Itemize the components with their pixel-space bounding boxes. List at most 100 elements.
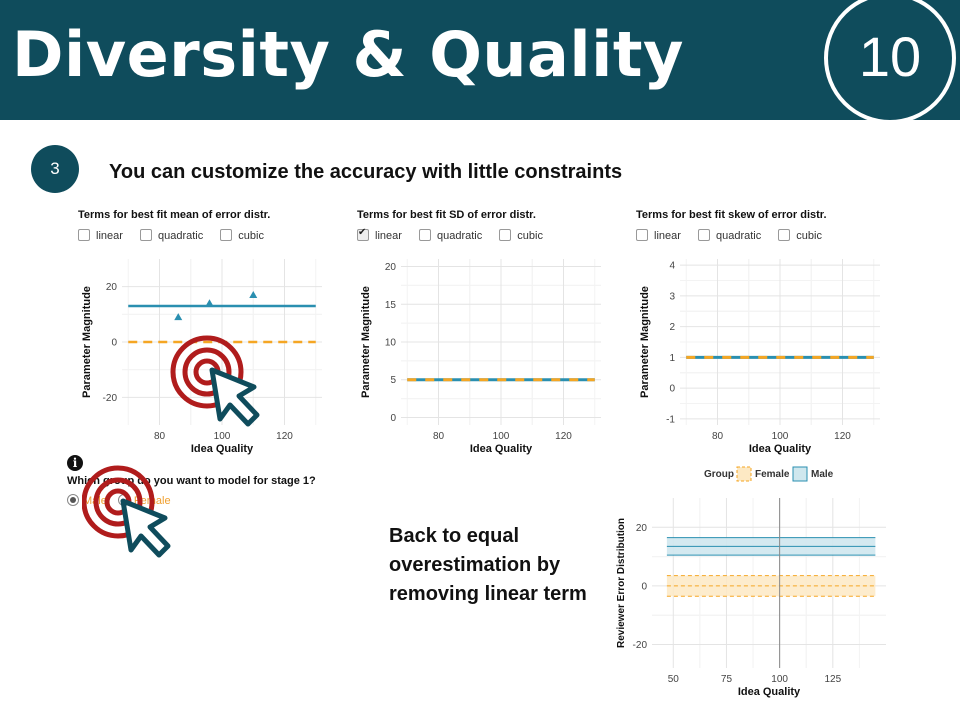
y-axis-label: Parameter Magnitude <box>360 286 372 398</box>
x-tick-label: 100 <box>772 431 789 442</box>
slide-title: Diversity & Quality <box>12 18 684 91</box>
checkbox-label: linear <box>375 230 402 242</box>
legend-label-female: Female <box>755 469 790 480</box>
checkbox-box[interactable] <box>778 229 791 241</box>
y-tick-label: 10 <box>385 338 397 349</box>
panel-title: Terms for best fit mean of error distr. <box>78 209 271 221</box>
explanation-note: Back to equal overestimation by removing… <box>389 525 587 605</box>
checkbox-linear[interactable]: linear <box>636 229 681 242</box>
step-number-badge: 3 <box>31 145 79 193</box>
y-tick-label: 20 <box>106 282 118 293</box>
checkbox-label: quadratic <box>715 230 762 242</box>
y-tick-label: 20 <box>636 523 648 534</box>
legend-swatch-female <box>736 466 752 482</box>
checkbox-box[interactable] <box>697 229 710 241</box>
x-tick-label: 120 <box>834 431 851 442</box>
y-tick-label: 4 <box>669 261 675 272</box>
legend-swatch-male <box>792 466 808 482</box>
pointer-cursor-icon <box>120 498 171 558</box>
chart-error-distribution: Group Female Male 50 75 100 125 20 0 -20 Idea Qual… <box>616 466 886 698</box>
checkbox-linear[interactable]: linear <box>357 227 402 242</box>
panel-title: Terms for best fit SD of error distr. <box>357 209 536 221</box>
checkbox-label: quadratic <box>157 230 204 242</box>
data-point-triangle <box>174 313 183 321</box>
x-axis-label: Idea Quality <box>749 443 812 455</box>
checkbox-label: linear <box>654 230 681 242</box>
checkbox-group: linear quadratic cubic <box>78 229 278 242</box>
y-tick-label: -1 <box>666 414 675 425</box>
checkbox-group: linear quadratic cubic <box>636 229 836 242</box>
data-point-triangle <box>249 290 258 298</box>
x-tick-label: 120 <box>276 431 293 442</box>
y-axis-label: Parameter Magnitude <box>81 286 93 398</box>
x-tick-label: 50 <box>668 674 680 685</box>
target-ring-icon <box>182 347 232 397</box>
checkbox-label: quadratic <box>436 230 483 242</box>
legend-label-male: Male <box>811 469 834 480</box>
y-tick-label: 20 <box>385 262 397 273</box>
click-cursor-overlay-1 <box>170 335 260 427</box>
y-axis-label: Parameter Magnitude <box>639 286 651 398</box>
x-axis-label: Idea Quality <box>738 686 801 698</box>
checkbox-group: linear quadratic cubic <box>357 227 557 242</box>
y-tick-label: 2 <box>669 322 675 333</box>
header-bar: Diversity & Quality 10 <box>0 0 960 124</box>
checkbox-quadratic[interactable]: quadratic <box>418 229 483 242</box>
panel-title: Terms for best fit skew of error distr. <box>636 209 827 221</box>
y-tick-label: -20 <box>633 640 648 651</box>
y-tick-label: 0 <box>390 413 396 424</box>
checkbox-box[interactable] <box>636 229 648 241</box>
chart-mean: 80 100 120 20 0 -20 Idea Quality Parameter Magn… <box>81 259 322 455</box>
checkbox-box[interactable] <box>499 229 512 241</box>
y-tick-label: 5 <box>390 375 396 386</box>
checkbox-label: cubic <box>796 230 822 242</box>
click-cursor-overlay-2 <box>82 465 171 558</box>
checkbox-linear[interactable]: linear <box>78 229 123 242</box>
legend-title: Group <box>704 469 734 480</box>
x-tick-label: 80 <box>433 431 445 442</box>
y-tick-label: 0 <box>669 384 675 395</box>
y-tick-label: 0 <box>641 581 647 592</box>
checkbox-box-checked[interactable] <box>357 227 369 241</box>
data-point-triangle <box>205 299 214 307</box>
checkbox-label: linear <box>96 230 123 242</box>
y-tick-label: -20 <box>103 393 118 404</box>
step-text: You can customize the accuracy with litt… <box>109 161 623 183</box>
checkbox-label: cubic <box>238 230 264 242</box>
checkbox-quadratic[interactable]: quadratic <box>697 229 762 242</box>
checkbox-cubic[interactable]: cubic <box>778 229 822 242</box>
checkbox-box[interactable] <box>139 229 152 241</box>
x-axis-label: Idea Quality <box>470 443 533 455</box>
x-tick-label: 125 <box>824 674 841 685</box>
checkbox-box[interactable] <box>220 229 233 241</box>
y-tick-label: 3 <box>669 291 675 302</box>
x-tick-label: 100 <box>493 431 510 442</box>
y-tick-label: 15 <box>385 300 397 311</box>
x-tick-label: 75 <box>721 674 733 685</box>
target-ring-icon <box>93 477 143 527</box>
checkbox-box[interactable] <box>418 229 431 241</box>
target-ring-icon <box>170 335 244 409</box>
checkbox-label: cubic <box>517 230 543 242</box>
pointer-cursor-icon <box>209 367 260 427</box>
radio-button-selected[interactable] <box>67 494 79 506</box>
x-tick-label: 80 <box>154 431 166 442</box>
chart-sd: 80 100 120 20 15 10 5 0 Idea Quality Parameter Ma… <box>360 259 601 455</box>
y-tick-label: 0 <box>111 338 117 349</box>
y-tick-label: 1 <box>669 353 675 364</box>
x-tick-label: 100 <box>214 431 231 442</box>
info-icon[interactable]: i <box>67 455 83 471</box>
slide-number: 10 <box>858 25 922 88</box>
checkbox-cubic[interactable]: cubic <box>220 229 264 242</box>
band-female <box>666 575 876 597</box>
x-tick-label: 120 <box>555 431 572 442</box>
target-ring-icon <box>82 465 155 539</box>
x-axis-label: Idea Quality <box>191 443 254 455</box>
x-tick-label: 100 <box>771 674 788 685</box>
checkbox-cubic[interactable]: cubic <box>499 229 543 242</box>
slide-number-badge: 10 <box>824 0 956 124</box>
chart-skew: 80 100 120 4 3 2 1 0 -1 Idea Quality Parameter Mag… <box>639 259 880 455</box>
checkbox-quadratic[interactable]: quadratic <box>139 229 204 242</box>
x-tick-label: 80 <box>712 431 724 442</box>
checkbox-box[interactable] <box>78 229 90 241</box>
